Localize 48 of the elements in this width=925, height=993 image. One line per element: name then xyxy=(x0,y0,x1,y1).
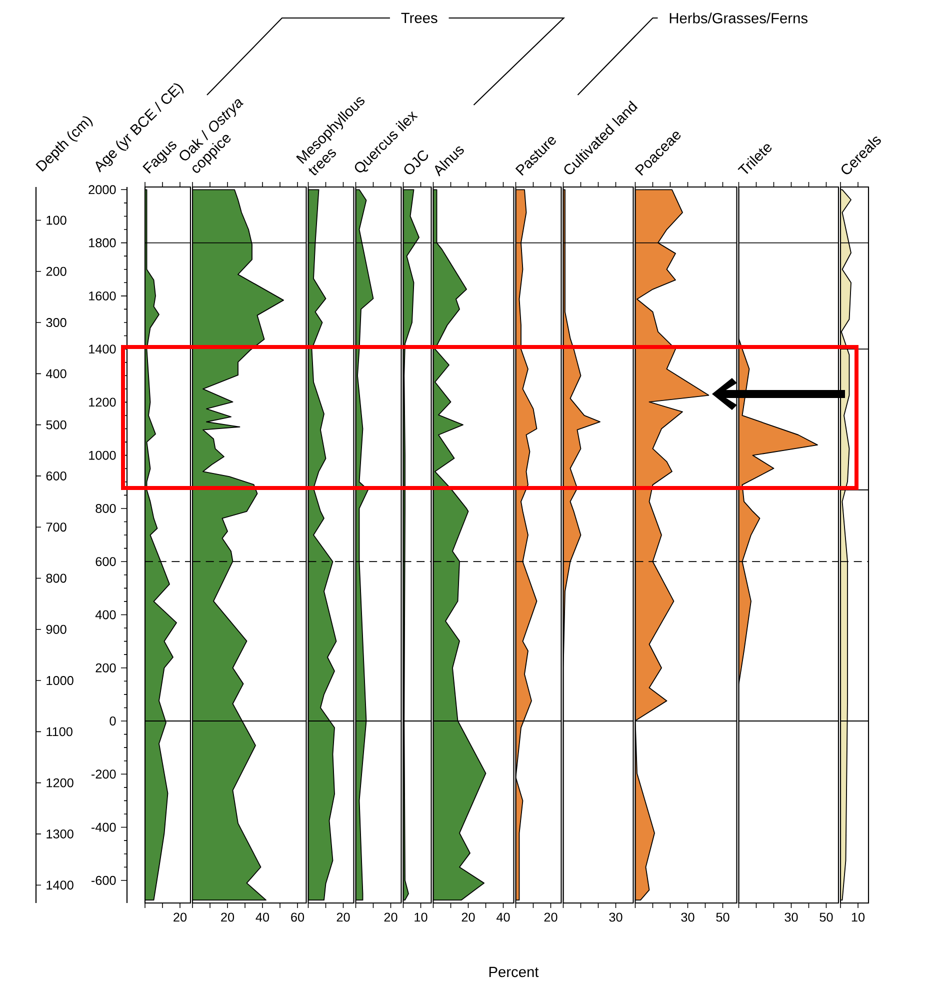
x-tick-label: 50 xyxy=(820,912,833,922)
x-tick-label: 30 xyxy=(681,912,694,922)
x-tick-label: 20 xyxy=(384,912,398,922)
x-tick-label: 10 xyxy=(852,912,865,922)
y2-tick-label: 1400 xyxy=(46,880,74,890)
x-tick-label: 30 xyxy=(609,912,622,922)
chart-title: OJC xyxy=(404,150,428,174)
y-tick-label: -400 xyxy=(91,822,116,832)
y2-tick-label: 200 xyxy=(46,266,66,276)
y-tick-label: 1000 xyxy=(89,450,116,460)
x-tick-label: 50 xyxy=(716,912,730,922)
y-tick-label: 200 xyxy=(96,663,116,672)
y-tick-label: 1600 xyxy=(89,291,116,300)
x-tick-label: 30 xyxy=(784,912,798,922)
text: Trees xyxy=(401,12,438,24)
y2-tick-label: 1100 xyxy=(46,727,72,736)
y-tick-label: 800 xyxy=(96,504,116,513)
y-tick-label: -200 xyxy=(91,770,116,779)
y2-tick-label: 800 xyxy=(46,574,66,583)
x-tick-label: 20 xyxy=(462,912,475,922)
x-tick-label: 40 xyxy=(256,912,270,922)
x-tick-label: 60 xyxy=(291,912,304,922)
y2-tick-label: 700 xyxy=(46,522,66,532)
y2-tick-label: 1000 xyxy=(46,676,74,686)
y2-tick-label: 300 xyxy=(46,318,66,328)
y2-tick-label: 1200 xyxy=(46,778,74,788)
y-tick-label: 0 xyxy=(110,716,116,726)
y2-tick-label: 900 xyxy=(46,624,66,634)
y2-tick-label: 400 xyxy=(46,369,66,378)
y-tick-label: -600 xyxy=(91,876,116,885)
y2-tick-label: 600 xyxy=(46,471,66,480)
x-tick-label: 20 xyxy=(336,912,350,922)
x-tick-label: 20 xyxy=(221,912,234,922)
y-tick-label: 400 xyxy=(95,610,116,620)
y-tick-label: 2000 xyxy=(88,185,116,194)
y-tick-label: 1200 xyxy=(89,398,116,407)
x-tick-label: 20 xyxy=(544,912,558,922)
x-tick-label: 40 xyxy=(496,912,510,922)
y-tick-label: 1800 xyxy=(89,238,116,248)
text: Herbs/Grasses/Ferns xyxy=(670,12,808,24)
y2-tick-label: 1300 xyxy=(46,829,74,838)
y2-tick-label: 100 xyxy=(46,216,66,225)
y2-tick-label: 500 xyxy=(46,420,66,430)
y-tick-label: 600 xyxy=(96,557,116,566)
x-tick-label: 10 xyxy=(414,912,428,922)
x-axis-title: Percent xyxy=(489,966,539,978)
y-tick-label: 1400 xyxy=(89,344,116,354)
x-tick-label: 20 xyxy=(174,912,187,922)
